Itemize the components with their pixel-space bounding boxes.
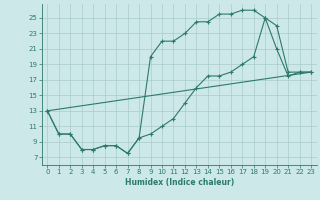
X-axis label: Humidex (Indice chaleur): Humidex (Indice chaleur) [124,178,234,187]
